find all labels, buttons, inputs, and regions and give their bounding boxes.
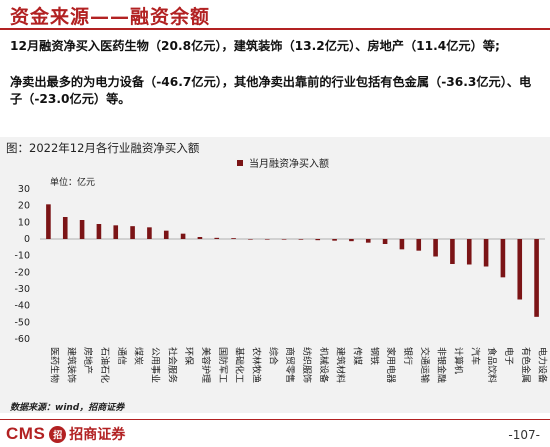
x-tick-label: 综合 [267,347,279,365]
bar [96,224,102,239]
bar [163,230,169,239]
x-tick-label: 美容护理 [200,347,212,383]
logo-company-name: 招商证券 [69,427,126,443]
bullet-net-sell: 净卖出最多的为电力设备（-46.7亿元），其他净卖出靠前的行业包括有色金属（-3… [10,75,532,106]
page-number: -107- [508,428,540,442]
bar-chart: 30 20 10 0 -10 -20 -30 -40 -50 -60 医药生物 建筑装饰 房地产 石油石化… [14,184,549,383]
logo-seal-icon: 招 [49,425,67,443]
x-tick-label: 医药生物 [48,347,60,383]
y-tick-label: -40 [14,301,30,312]
bar [450,239,455,264]
x-tick-label: 建筑装饰 [65,347,77,383]
unit-label: 单位：亿元 [50,178,96,188]
y-tick-label: 30 [18,184,30,195]
bar [264,239,270,240]
bar [46,204,51,239]
y-tick-label: -10 [14,251,30,262]
y-tick-label: -50 [14,317,30,328]
bar [534,239,539,317]
footer-divider [0,419,550,420]
bar [79,220,85,239]
x-tick-label: 非银金融 [436,347,448,383]
x-tick-label: 银行 [402,347,414,365]
data-source: 数据来源：wind，招商证券 [10,403,125,413]
bar [315,239,321,241]
bar [466,239,472,265]
bar [433,239,438,257]
y-tick-label: -20 [14,267,30,278]
x-tick-label: 农林牧渔 [250,347,262,383]
x-tick-label: 纺织服饰 [301,347,313,383]
bar [231,238,236,239]
x-tick-label: 计算机 [452,347,464,374]
bar [248,239,253,240]
x-tick-label: 商贸零售 [284,347,296,383]
x-tick-label: 公用事业 [149,347,161,383]
title-divider [0,28,550,30]
bar [147,227,152,239]
bar [130,226,135,239]
x-tick-label: 石油石化 [99,347,111,383]
x-tick-label: 建筑材料 [335,347,347,383]
bar [197,237,203,239]
bar [113,225,119,239]
bar [399,239,405,250]
x-tick-label: 机械设备 [318,347,330,383]
y-tick-label: 10 [18,217,30,228]
x-tick-label: 煤炭 [133,347,145,365]
logo-cms-text: CMS [6,424,46,443]
x-tick-label: 有色金属 [520,347,532,383]
y-tick-label: -60 [14,334,30,345]
bar [349,239,354,242]
x-tick-label: 电力设备 [537,347,549,383]
slide-title: 资金来源——融资余额 [10,6,211,28]
bar [500,239,506,278]
y-tick-label: -30 [14,284,30,295]
x-tick-label: 电子 [503,347,515,365]
bar [517,239,523,300]
x-tick-label: 环保 [183,347,195,365]
bar [62,217,68,239]
chart-title: 图：2022年12月各行业融资净买入额 [6,141,200,155]
x-tick-label: 汽车 [469,347,481,365]
x-tick-label: 食品饮料 [486,347,498,383]
x-tick-label: 钢铁 [368,347,380,365]
chart-legend: 当月融资净买入额 [237,155,329,170]
bar [298,239,304,240]
x-tick-label: 通信 [116,347,128,365]
bar [214,237,220,239]
legend-swatch [237,159,243,166]
legend-label: 当月融资净买入额 [249,159,329,170]
bar [365,239,371,243]
chart-panel: 图：2022年12月各行业融资净买入额 当月融资净买入额 单位：亿元 30 20 1… [0,137,550,413]
bar [416,239,422,251]
x-tick-label: 社会服务 [166,347,178,383]
bar [180,233,186,239]
y-tick-label: 0 [24,234,30,245]
x-tick-label: 房地产 [82,347,94,374]
x-tick-label: 家用电器 [385,347,397,383]
y-tick-label: 20 [18,201,30,212]
x-tick-label: 交通运输 [419,347,431,383]
bullet-net-buy: 12月融资净买入医药生物（20.8亿元），建筑装饰（13.2亿元）、房地产（11… [10,39,500,53]
bar [281,239,287,240]
bar [483,239,489,267]
x-tick-label: 传媒 [351,347,363,365]
x-tick-label: 基础化工 [234,347,246,383]
brand-logo: CMS 招 招商证券 [6,424,125,444]
bar [332,239,337,241]
x-tick-label: 国防军工 [217,347,229,383]
bar [382,239,388,244]
